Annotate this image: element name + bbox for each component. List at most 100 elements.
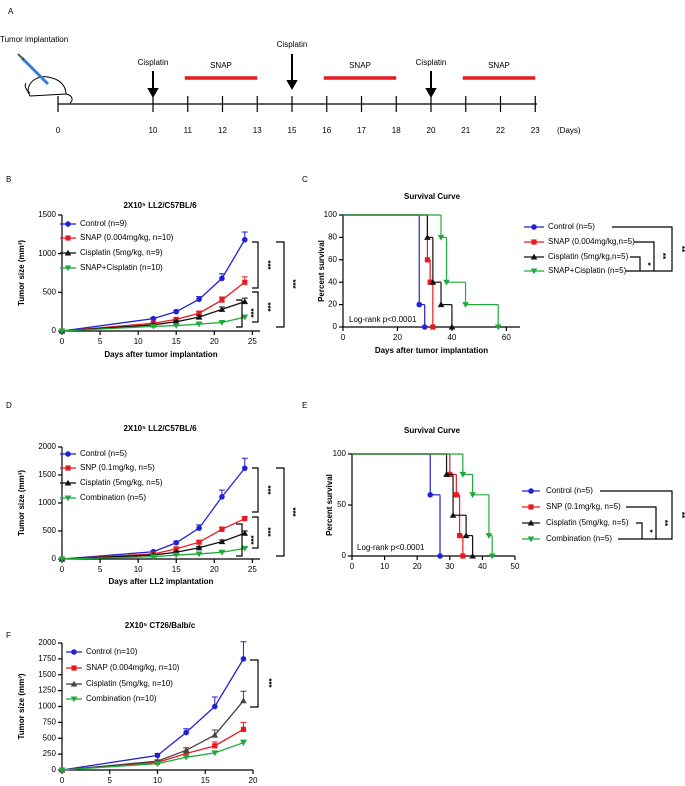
significance-label: *** (246, 308, 255, 318)
data-point (218, 319, 226, 326)
significance-bracket (236, 523, 243, 557)
y-tick-label: 80 (328, 233, 337, 242)
y-tick-label: 500 (43, 287, 57, 296)
y-tick-label: 0 (52, 554, 57, 563)
significance-label: ** (658, 253, 667, 260)
x-tick-label: 20 (249, 776, 258, 785)
panel-label: C (302, 175, 308, 184)
event-arrow (425, 71, 437, 99)
legend-swatch-marker (527, 519, 535, 526)
event-label: Cisplatin (416, 58, 447, 67)
legend-label: Combination (n=5) (546, 534, 612, 543)
x-tick-label: 5 (98, 337, 103, 346)
y-tick-label: 2000 (38, 442, 56, 451)
data-point (494, 324, 502, 331)
data-point (429, 278, 437, 285)
data-point (462, 532, 470, 539)
data-point (443, 471, 450, 477)
y-tick-label: 1500 (38, 210, 56, 219)
series-line (61, 547, 245, 560)
data-point (241, 529, 249, 536)
legend-label: Cisplatin (5mg/kg,n=5) (548, 252, 629, 261)
y-tick-label: 100 (324, 210, 338, 219)
x-tick-label: 15 (172, 565, 181, 574)
data-point (58, 767, 66, 774)
data-point (218, 549, 226, 556)
y-tick-label: 60 (328, 255, 337, 264)
significance-bracket (600, 490, 673, 540)
legend-label: Cisplatin (5mg/kg, n=10) (86, 679, 173, 688)
significance-bracket (630, 256, 641, 271)
x-axis-label: Days after LL2 implantation (109, 577, 214, 586)
y-axis-label: Tumor size (mm³) (17, 240, 26, 306)
timeline-tick-label: 21 (461, 126, 470, 135)
y-tick-label: 1250 (38, 686, 56, 695)
y-tick-label: 500 (43, 526, 57, 535)
annotation: Log-rank p<0.0001 (349, 315, 417, 324)
legend-label: Cisplatin (5mg/kg, n=5) (546, 518, 629, 527)
legend-label: SNAP (0.004mg/kg, n=10) (86, 663, 180, 672)
series-line (61, 532, 245, 560)
series-line (61, 239, 246, 332)
data-point (173, 546, 179, 552)
data-point (195, 544, 203, 551)
significance-label: * (645, 529, 654, 533)
syringe-plunger (17, 53, 25, 61)
data-point (488, 553, 496, 560)
chart-title: 2X10⁵ LL2/C57BL/6 (123, 424, 197, 433)
x-axis-label: Days after tumor implantation (375, 346, 488, 355)
legend-label: Combination (n=10) (86, 694, 157, 703)
data-point (212, 703, 218, 710)
x-tick-label: 15 (172, 337, 181, 346)
legend-label: Control (n=5) (548, 222, 595, 231)
x-tick-label: 50 (511, 562, 520, 571)
significance-bracket (276, 467, 285, 557)
significance-bracket (252, 291, 259, 323)
timeline-tick-label: 22 (496, 126, 505, 135)
legend-swatch-marker (71, 665, 77, 671)
data-point (196, 539, 202, 545)
y-tick-label: 0 (333, 322, 338, 331)
legend-swatch-marker (65, 235, 71, 241)
significance-label: *** (288, 279, 297, 289)
legend-swatch-marker (527, 536, 535, 543)
data-point (172, 323, 180, 329)
legend-swatch-marker (65, 451, 71, 457)
timeline-tick-label: 15 (288, 126, 297, 135)
data-point (173, 539, 180, 546)
data-point (173, 308, 180, 315)
y-tick-label: 1000 (38, 702, 56, 711)
timeline-tick-label: 18 (392, 126, 401, 135)
x-tick-label: 15 (201, 776, 210, 785)
event-label: Cisplatin (277, 40, 308, 49)
syringe (20, 56, 50, 86)
y-tick-label: 1750 (38, 654, 56, 663)
legend-label: Control (n=9) (80, 219, 127, 228)
y-axis-label: Tumor size (mm³) (17, 470, 26, 536)
timeline-unit: (Days) (557, 126, 581, 135)
y-tick-label: 750 (43, 717, 57, 726)
x-tick-label: 0 (60, 776, 65, 785)
series-line (61, 518, 246, 560)
data-point (219, 275, 225, 282)
x-tick-label: 0 (350, 562, 355, 571)
significance-bracket (236, 299, 243, 328)
data-point (241, 298, 249, 305)
significance-bracket (252, 516, 259, 549)
panel-label: D (6, 401, 12, 410)
event-label: Cisplatin (138, 58, 169, 67)
data-point (421, 324, 428, 330)
panel-label: A (8, 7, 14, 16)
data-point (195, 321, 203, 328)
legend-swatch-marker (64, 249, 72, 256)
panel-label: B (6, 175, 11, 184)
legend-label: Control (n=5) (546, 486, 593, 495)
y-tick-label: 1000 (38, 498, 56, 507)
legend-swatch-marker (65, 465, 71, 471)
legend-label: SNAP+Cisplatin (n=10) (80, 263, 163, 272)
data-point (196, 296, 202, 303)
x-tick-label: 10 (134, 337, 143, 346)
legend-swatch-marker (528, 504, 534, 510)
